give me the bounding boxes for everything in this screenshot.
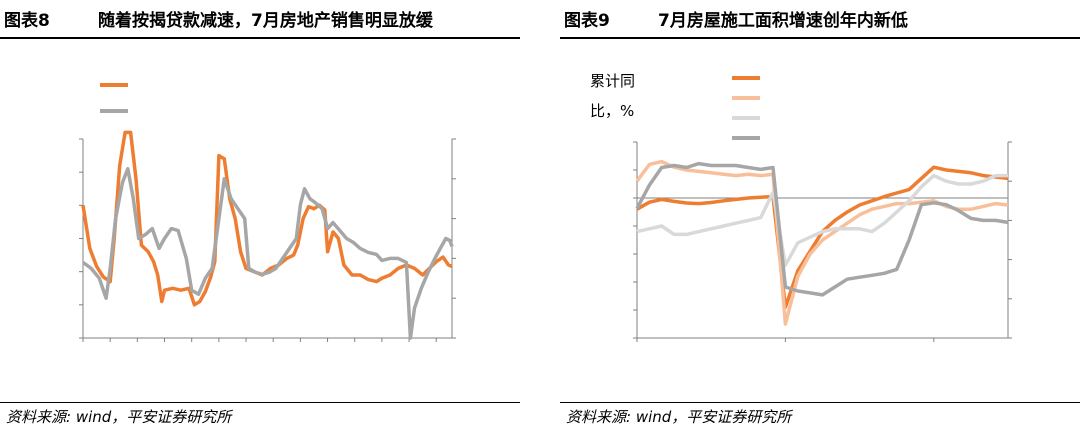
right-chart-panel: 图表9 7月房屋施工面积增速创年内新低 累计同比，% 资料来源: wind，平安… xyxy=(560,0,1080,434)
series-line-2 xyxy=(635,159,1009,326)
right-chart-header: 图表9 7月房屋施工面积增速创年内新低 xyxy=(560,6,1080,31)
series-line-3 xyxy=(636,173,1008,267)
y-left-unit-label-line-2: 比，% xyxy=(590,102,634,120)
series-line-1 xyxy=(81,130,453,307)
right-figure-label: 图表9 xyxy=(564,11,610,31)
left-title-rule xyxy=(0,37,520,39)
left-footer-rule xyxy=(0,402,520,403)
left-chart-svg xyxy=(79,83,456,342)
series-line-2 xyxy=(81,167,454,340)
right-footer-rule xyxy=(560,402,1080,403)
y-left-unit-label-line-1: 累计同 xyxy=(590,72,635,90)
series-line-1 xyxy=(636,165,1009,309)
right-source-note: 资料来源: wind，平安证券研究所 xyxy=(566,408,792,426)
left-chart-panel: 图表8 随着按揭贷款减速，7月房地产销售明显放缓 资料来源: wind，平安证券… xyxy=(0,0,520,434)
left-source-note: 资料来源: wind，平安证券研究所 xyxy=(6,408,232,426)
left-chart-header: 图表8 随着按揭贷款减速，7月房地产销售明显放缓 xyxy=(0,6,520,31)
left-figure-label: 图表8 xyxy=(4,11,50,31)
right-title-rule xyxy=(560,37,1080,39)
series-line-4 xyxy=(635,161,1009,297)
right-chart-title: 7月房屋施工面积增速创年内新低 xyxy=(658,11,908,31)
left-chart-title: 随着按揭贷款减速，7月房地产销售明显放缓 xyxy=(98,11,433,31)
